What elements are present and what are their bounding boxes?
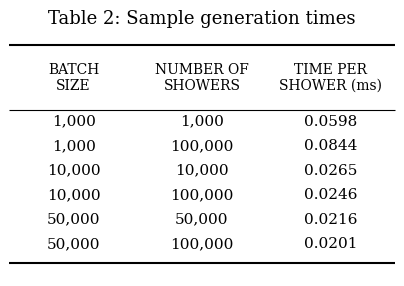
- Text: 50,000: 50,000: [175, 212, 229, 227]
- Text: 100,000: 100,000: [170, 188, 234, 202]
- Text: 0.0246: 0.0246: [304, 188, 357, 202]
- Text: TIME PER
SHOWER (ms): TIME PER SHOWER (ms): [279, 63, 382, 93]
- Text: 0.0844: 0.0844: [304, 139, 357, 153]
- Text: NUMBER OF
SHOWERS: NUMBER OF SHOWERS: [155, 63, 249, 93]
- Text: 100,000: 100,000: [170, 237, 234, 251]
- Text: 0.0598: 0.0598: [304, 115, 357, 129]
- Text: 0.0216: 0.0216: [304, 212, 357, 227]
- Text: 1,000: 1,000: [52, 139, 96, 153]
- Text: 1,000: 1,000: [180, 115, 224, 129]
- Text: 50,000: 50,000: [47, 237, 100, 251]
- Text: BATCH
SIZE: BATCH SIZE: [48, 63, 99, 93]
- Text: Table 2: Sample generation times: Table 2: Sample generation times: [48, 10, 356, 28]
- Text: 0.0265: 0.0265: [304, 164, 357, 178]
- Text: 0.0201: 0.0201: [304, 237, 357, 251]
- Text: 100,000: 100,000: [170, 139, 234, 153]
- Text: 50,000: 50,000: [47, 212, 100, 227]
- Text: 1,000: 1,000: [52, 115, 96, 129]
- Text: 10,000: 10,000: [175, 164, 229, 178]
- Text: 10,000: 10,000: [47, 164, 101, 178]
- Text: 10,000: 10,000: [47, 188, 101, 202]
